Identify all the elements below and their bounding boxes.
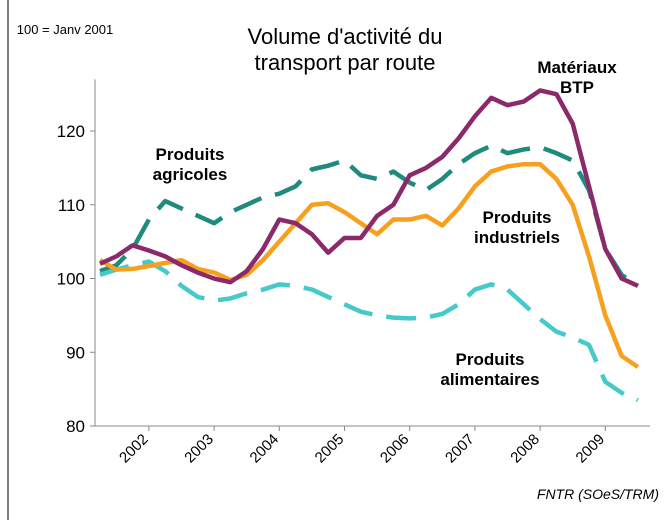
x-tick-label: 2003 — [181, 431, 217, 467]
y-tick-label: 80 — [66, 417, 85, 436]
source: FNTR (SOeS/TRM) — [536, 486, 659, 502]
y-tick-label: 100 — [57, 270, 85, 289]
x-tick-label: 2008 — [507, 431, 543, 467]
series-line — [99, 88, 639, 288]
series-label: Produits alimentaires — [440, 350, 540, 389]
x-tick-label: 2004 — [247, 431, 283, 467]
x-tick-label: 2009 — [573, 431, 609, 467]
chart-title: Volume d'activité du transport par route — [247, 24, 443, 75]
x-tick-label: 2005 — [312, 431, 348, 467]
series-line — [99, 259, 639, 403]
y-tick-label: 110 — [58, 196, 85, 215]
y-tick-label: 120 — [57, 122, 85, 141]
series-label: Matériaux BTP — [537, 58, 617, 97]
series-label: Produits industriels — [474, 208, 560, 247]
y-axis-label: 100 = Janv 2001 — [16, 22, 114, 37]
series-label: Produits agricoles — [152, 145, 228, 184]
y-tick-label: 90 — [66, 343, 85, 362]
x-tick-label: 2002 — [116, 431, 152, 467]
series-line — [99, 143, 640, 288]
x-tick-label: 2006 — [377, 431, 413, 467]
x-tick-label: 2007 — [442, 431, 478, 467]
